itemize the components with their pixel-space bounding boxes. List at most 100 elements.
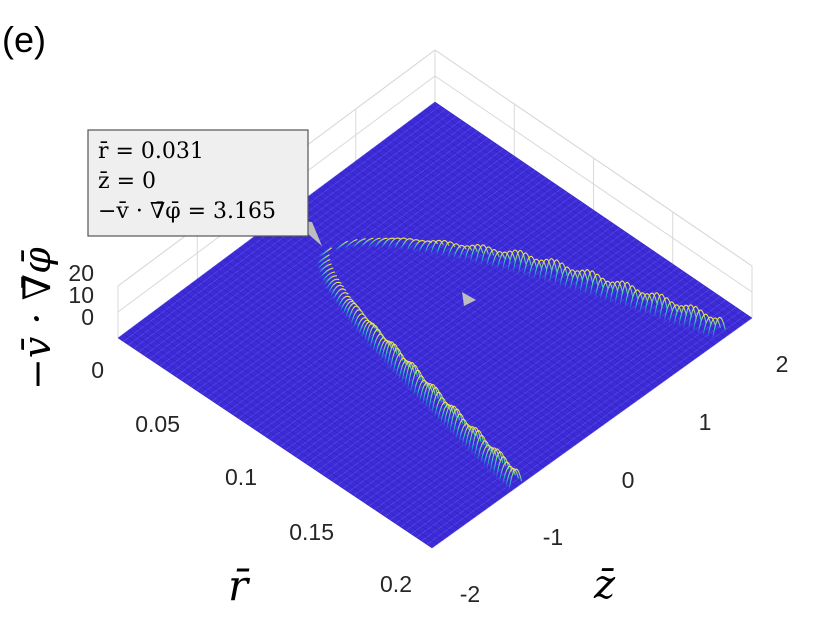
ridge-lower-fin bbox=[470, 430, 485, 455]
ridge-lower-fin bbox=[452, 413, 467, 437]
ridge-upper-fin bbox=[639, 293, 653, 314]
ridge-lower-fin bbox=[316, 254, 330, 265]
ridge-upper-fin bbox=[649, 292, 663, 317]
ridge-upper-fin bbox=[496, 251, 511, 270]
ridge-upper-fin bbox=[634, 292, 649, 312]
ridge-lower-fin bbox=[380, 340, 395, 361]
ridge-upper-fin bbox=[702, 316, 717, 336]
mesh-line bbox=[408, 121, 726, 338]
ridge-lower-fin bbox=[428, 387, 442, 412]
ridge-upper-fin bbox=[485, 249, 500, 267]
mesh-line bbox=[334, 176, 651, 392]
ridge-upper-fin bbox=[644, 292, 658, 315]
ridge-upper-fin bbox=[589, 273, 604, 297]
mesh-line bbox=[170, 298, 486, 510]
ridge-upper-fin bbox=[344, 238, 358, 250]
ridge-upper-fin bbox=[599, 280, 614, 300]
ridge-lower-fin bbox=[340, 298, 354, 311]
ridge-lower-fin bbox=[422, 383, 436, 406]
ridge-upper-fin bbox=[430, 239, 444, 255]
ridge-lower-fin bbox=[486, 447, 501, 470]
mesh-line bbox=[249, 239, 566, 453]
datatip[interactable]: r̄ = 0.031 z̄ = 0 −v̄ · ∇̄φ̄ = 3.165 bbox=[87, 129, 322, 246]
zbar-tick-label: 1 bbox=[699, 409, 712, 435]
mesh-line bbox=[360, 156, 678, 372]
zbar-axis-label: z̄ bbox=[593, 562, 616, 608]
ridge-lower-fin bbox=[461, 425, 476, 446]
mesh-line bbox=[202, 274, 518, 487]
ridge-lower-fin bbox=[437, 401, 451, 421]
ridge-lower-fin bbox=[364, 322, 378, 342]
ridge-lower-fin bbox=[398, 360, 413, 380]
ridge-lower-fin bbox=[495, 456, 510, 479]
datatip-line-z: z̄ = 0 bbox=[98, 169, 156, 194]
ridge-upper-fin bbox=[579, 269, 594, 294]
ridge-upper-fin bbox=[469, 244, 484, 263]
ridge-lower-fin bbox=[318, 263, 332, 274]
ridge-upper-fin bbox=[683, 304, 697, 329]
ridge-lower-fin bbox=[483, 446, 498, 467]
mesh-line bbox=[255, 235, 571, 449]
mesh-line bbox=[345, 168, 662, 384]
mesh-line bbox=[181, 290, 497, 503]
ridge-lower-fin bbox=[320, 267, 334, 278]
z-tick-label: 0 bbox=[81, 304, 94, 330]
z-tick-label: 10 bbox=[68, 282, 94, 308]
mesh-line bbox=[128, 329, 443, 541]
ridge-upper-fin bbox=[475, 244, 489, 264]
ridge-lower-fin bbox=[332, 288, 347, 301]
ridge-lower-fin bbox=[413, 375, 427, 396]
mesh-line bbox=[244, 243, 561, 457]
ridge-upper-fin bbox=[360, 237, 374, 248]
mesh-line bbox=[149, 314, 465, 526]
ridge-upper-fin bbox=[614, 280, 629, 305]
ridge-lower-fin bbox=[508, 468, 523, 491]
ridge-upper-fin bbox=[554, 262, 568, 286]
datatip-box bbox=[87, 129, 309, 237]
ridge-upper-fin bbox=[658, 297, 673, 320]
mesh-line bbox=[434, 101, 753, 319]
ridge-lower-fin bbox=[416, 379, 430, 399]
ridge-upper-fin bbox=[619, 282, 634, 307]
r-tick-label: 0.2 bbox=[380, 571, 412, 597]
ridge-lower-fin bbox=[443, 404, 457, 427]
ridge-upper-fin bbox=[480, 246, 495, 266]
ridge-upper-fin bbox=[517, 252, 532, 275]
ridge-lower-fin bbox=[350, 309, 365, 325]
mesh-line bbox=[286, 211, 603, 426]
mesh-line bbox=[144, 318, 459, 530]
ridge-lower-fin bbox=[335, 292, 349, 304]
ridge-upper-fin bbox=[424, 240, 439, 254]
mesh-line bbox=[154, 310, 470, 522]
ridge-upper-fin bbox=[538, 258, 553, 281]
mesh-line bbox=[123, 333, 438, 545]
ridge-upper-fin bbox=[512, 250, 527, 274]
ridge-upper-fin bbox=[687, 306, 702, 331]
mesh-line bbox=[133, 325, 449, 537]
ridge-lower-fin bbox=[386, 343, 401, 368]
ridge-upper-fin bbox=[668, 304, 683, 324]
mesh-line bbox=[387, 137, 705, 353]
ridge-lower-fin bbox=[337, 295, 352, 308]
ridge-lower-fin bbox=[449, 408, 464, 433]
ridge-lower-fin bbox=[317, 259, 331, 270]
ridge-upper-fin bbox=[507, 249, 522, 273]
mesh-line bbox=[117, 337, 433, 549]
mesh-line bbox=[424, 109, 742, 326]
ridge-lower-fin bbox=[407, 365, 421, 390]
ridge-lower-fin bbox=[440, 403, 454, 424]
ridge-upper-fin bbox=[393, 237, 408, 250]
mesh-line bbox=[413, 117, 731, 334]
mesh-line bbox=[350, 164, 667, 380]
mesh-line bbox=[271, 223, 587, 438]
ridge-upper-fin bbox=[452, 244, 467, 259]
z-tick-label: 20 bbox=[68, 260, 94, 286]
r-axis-label: r̄ bbox=[228, 561, 251, 610]
ridge-upper-fin bbox=[559, 266, 573, 287]
mesh-line bbox=[429, 105, 747, 323]
ridge-lower-fin bbox=[389, 348, 404, 371]
mesh-line bbox=[281, 215, 598, 430]
surface-mesh bbox=[117, 101, 753, 549]
